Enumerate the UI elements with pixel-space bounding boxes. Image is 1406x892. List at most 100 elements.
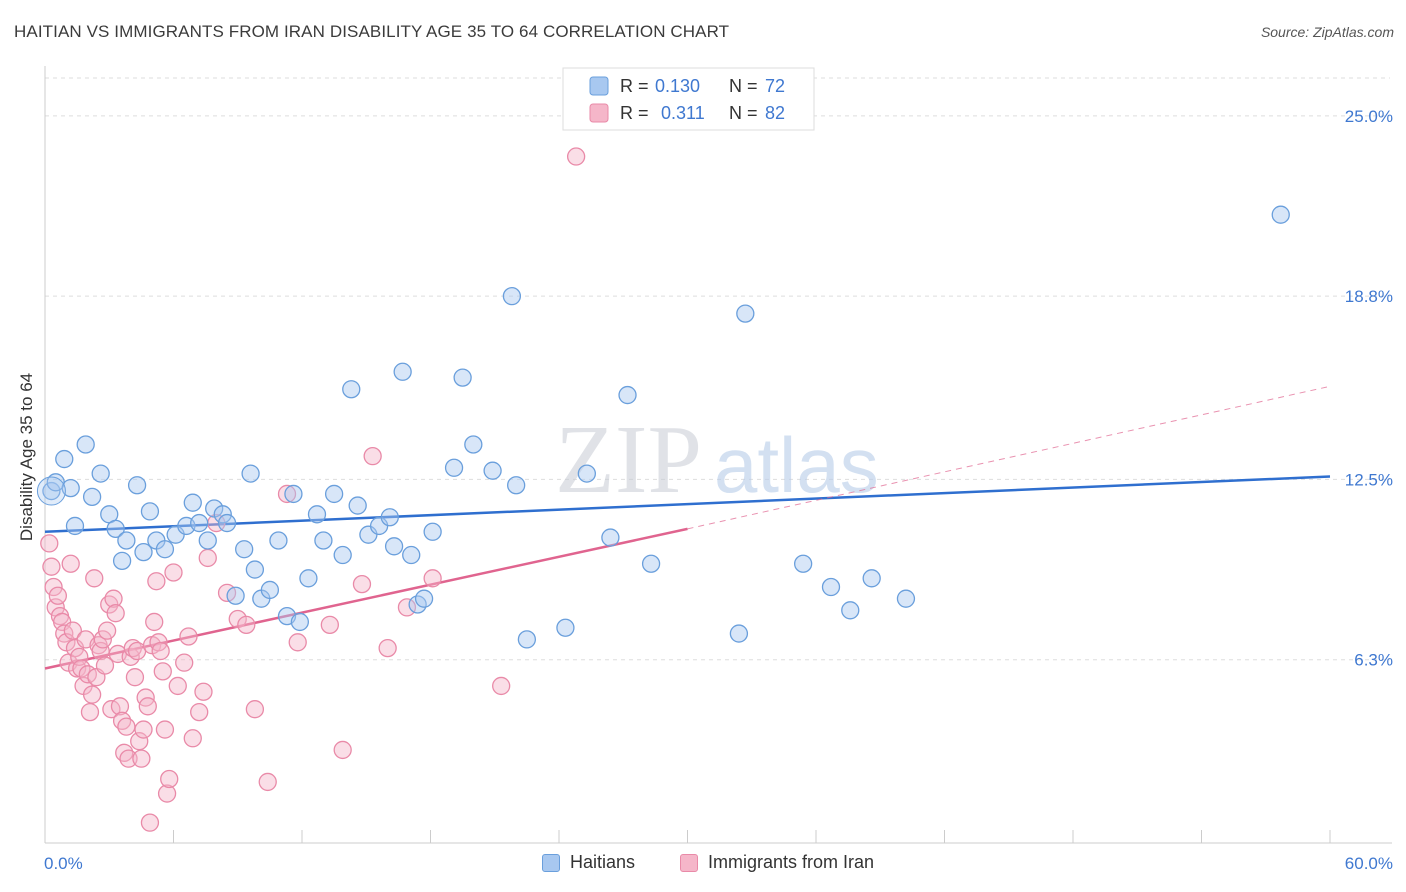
haitians-point-44: [380, 508, 399, 527]
haitians-point-10: [112, 551, 132, 571]
y-tick-label-0: 6.3%: [1354, 651, 1393, 670]
iran-point-14: [70, 647, 89, 666]
haitians-point-66: [821, 577, 841, 597]
haitians-point-5: [76, 435, 95, 454]
legend-n-value-2: 82: [765, 103, 785, 123]
legend-r-label-1: R =: [620, 76, 649, 96]
iran-point-58: [168, 676, 187, 696]
haitians-point-4: [65, 516, 85, 536]
series-haitians-points: [36, 205, 1290, 649]
iran-point-77: [378, 638, 397, 658]
iran-point-30: [104, 589, 123, 608]
tick-labels: 6.3% 12.5% 18.8% 25.0% 0.0% 60.0%: [44, 107, 1393, 873]
legend-n-value-1: 72: [765, 76, 785, 96]
iran-point-81: [566, 147, 586, 166]
iran-point-44: [134, 720, 153, 739]
chart-title: HAITIAN VS IMMIGRANTS FROM IRAN DISABILI…: [14, 22, 730, 41]
haitians-point-12: [127, 476, 147, 495]
trend-lines: [44, 385, 1331, 670]
iran-point-43: [132, 749, 151, 768]
legend-r-value-1: 0.130: [655, 76, 700, 96]
iran-point-50: [147, 572, 166, 591]
haitians-point-34: [290, 612, 310, 632]
iran-point-62: [190, 702, 209, 722]
haitians-point-25: [226, 586, 245, 605]
haitians-point-28: [245, 560, 265, 579]
haitians-point-23: [213, 505, 232, 524]
iran-point-76: [363, 446, 382, 466]
haitians-point-61: [618, 385, 637, 405]
iran-point-74: [333, 740, 352, 760]
haitians-point-57: [517, 630, 537, 649]
haitians-point-31: [269, 531, 288, 550]
haitians-point-45: [384, 537, 404, 556]
haitians-point-54: [483, 461, 502, 480]
haitians-point-21: [198, 531, 217, 550]
haitians-point-59: [577, 464, 596, 483]
iran-point-21: [85, 569, 104, 588]
haitians-point-0: [42, 481, 61, 501]
legend-label-iran: Immigrants from Iran: [708, 852, 875, 872]
legend-n-label-2: N =: [729, 103, 758, 123]
haitians-point-37: [314, 531, 333, 550]
iran-point-31: [106, 604, 125, 623]
iran-point-40: [125, 668, 145, 687]
haitians-point-14: [140, 502, 160, 521]
haitians-point-27: [241, 464, 260, 483]
haitians-point-33: [284, 484, 303, 504]
haitians-point-68: [862, 569, 881, 588]
iran-point-37: [119, 749, 138, 768]
haitians-point-38: [324, 484, 344, 504]
haitians-point-30: [260, 580, 280, 600]
haitians-point-52: [453, 368, 472, 387]
haitians-point-39: [333, 545, 352, 565]
iran-point-20: [82, 685, 102, 704]
axes: [44, 66, 1392, 844]
iran-point-53: [153, 662, 172, 681]
iran-point-11: [63, 621, 82, 640]
haitians-point-cluster: [36, 476, 66, 506]
haitians-point-51: [444, 458, 464, 477]
iran-point-69: [245, 700, 265, 719]
iran-point-19: [80, 702, 100, 722]
iran-point-25: [93, 630, 112, 649]
haitians-point-56: [507, 476, 526, 495]
iran-point-0: [40, 534, 59, 553]
haitians-point-69: [896, 589, 916, 608]
iran-point-78: [397, 598, 417, 617]
haitians-point-7: [91, 464, 110, 483]
legend-label-haitians: Haitians: [570, 852, 636, 872]
haitians-point-64: [736, 304, 755, 323]
haitians-point-49: [414, 589, 434, 608]
series-iran-points: [40, 147, 586, 832]
haitians-point-47: [402, 545, 421, 565]
haitians-point-19: [183, 493, 202, 512]
y-axis-label: Disability Age 35 to 64: [17, 373, 36, 541]
iran-point-64: [198, 548, 217, 568]
legend-swatch-blue: [589, 76, 609, 96]
haitians-point-20: [190, 513, 209, 533]
iran-point-49: [145, 612, 164, 632]
legend-item-iran[interactable]: Immigrants from Iran: [680, 852, 874, 873]
haitians-point-6: [82, 487, 102, 507]
x-tick-label-max: 60.0%: [1345, 854, 1393, 873]
watermark-zip: ZIP: [555, 406, 702, 514]
haitians-point-62: [641, 554, 661, 573]
iran-point-72: [288, 633, 307, 652]
iran-point-47: [140, 813, 160, 832]
iran-point-4: [48, 586, 67, 605]
iran-point-54: [155, 720, 175, 739]
legend-item-haitians[interactable]: Haitians: [542, 852, 635, 873]
iran-point-56: [160, 769, 179, 789]
iran-point-36: [117, 717, 136, 736]
watermark-atlas: atlas: [714, 421, 879, 509]
iran-point-75: [352, 574, 372, 594]
haitians-point-40: [342, 380, 361, 399]
iran-point-68: [237, 615, 256, 634]
iran-trend-line: [44, 527, 688, 670]
y-tick-label-2: 18.8%: [1345, 287, 1393, 306]
iran-point-1: [42, 557, 61, 576]
series-legend: Haitians Immigrants from Iran: [0, 852, 1406, 878]
iran-point-71: [277, 484, 297, 504]
haitians-point-70: [1271, 205, 1290, 224]
